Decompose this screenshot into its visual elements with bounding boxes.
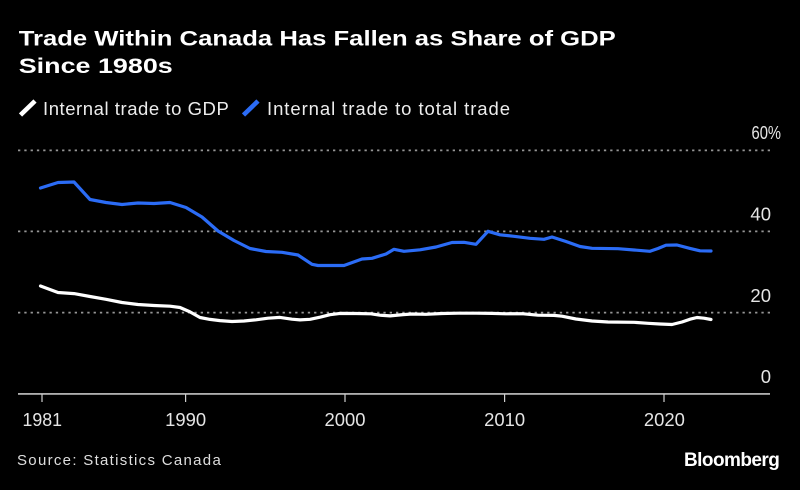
svg-text:2010: 2010 <box>484 409 525 430</box>
svg-text:1990: 1990 <box>165 409 206 430</box>
svg-text:0: 0 <box>761 366 771 387</box>
svg-text:2000: 2000 <box>325 409 366 430</box>
svg-text:40: 40 <box>750 204 771 225</box>
svg-text:1981: 1981 <box>23 409 63 430</box>
svg-text:Since 1980s: Since 1980s <box>19 55 173 78</box>
svg-text:60%: 60% <box>752 122 782 143</box>
svg-text:Trade Within Canada Has Fallen: Trade Within Canada Has Fallen as Share … <box>19 28 616 51</box>
svg-text:2020: 2020 <box>644 409 685 430</box>
svg-text:20: 20 <box>750 285 771 306</box>
